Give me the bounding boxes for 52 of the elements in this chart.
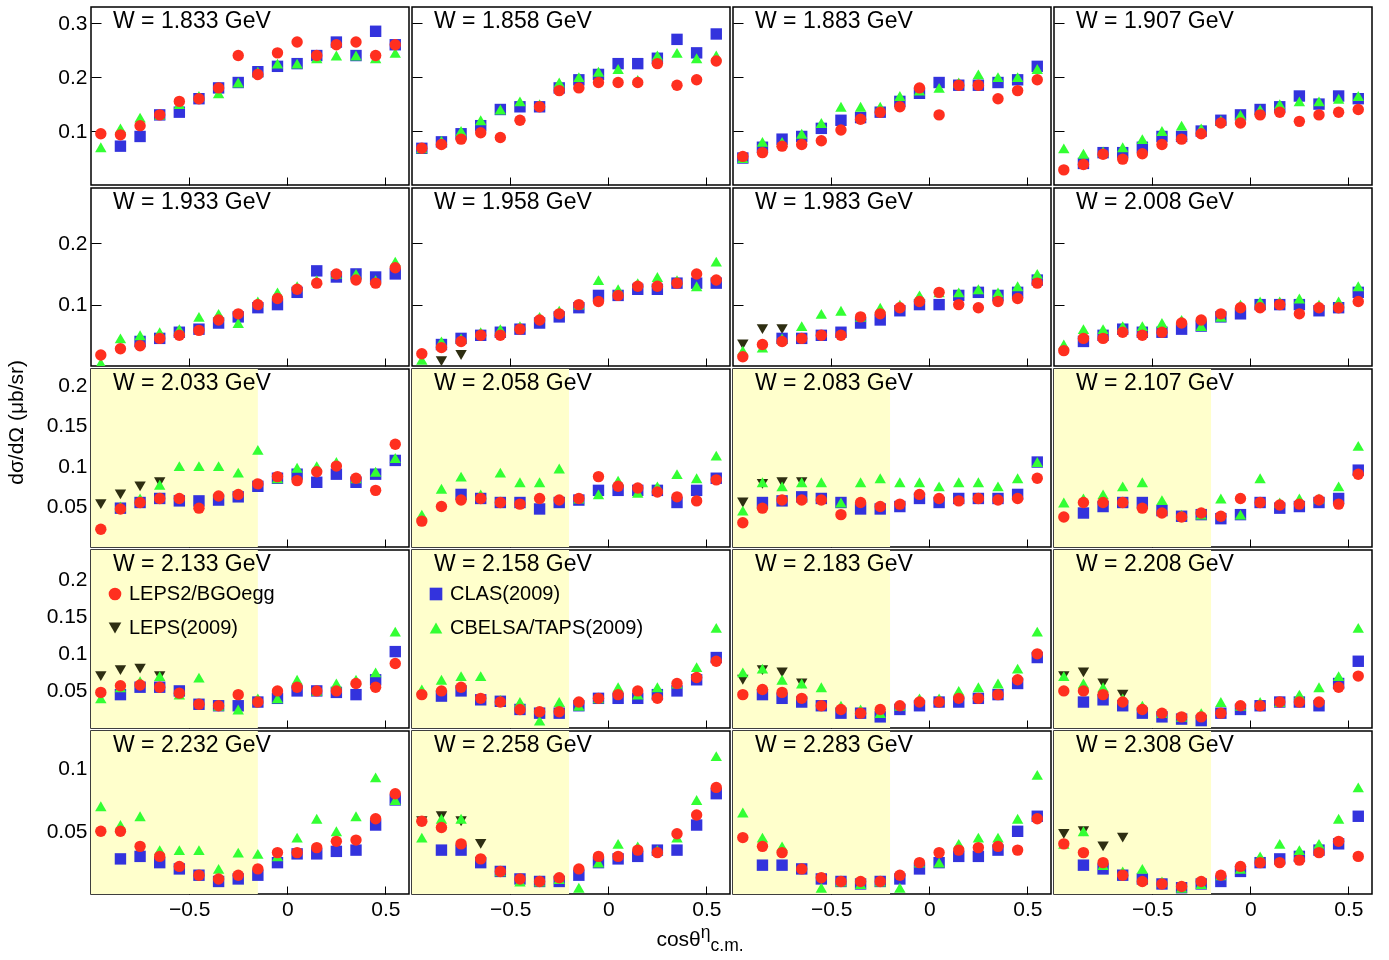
chart-title: W = 1.983 GeV xyxy=(755,188,914,214)
y-tick-label: 0.15 xyxy=(46,604,88,628)
chart-title: W = 2.232 GeV xyxy=(113,731,272,757)
x-tick-label: 0.5 xyxy=(371,896,401,920)
x-tick-label: 0.5 xyxy=(1013,896,1043,920)
chart-title: W = 2.308 GeV xyxy=(1076,731,1235,757)
chart-title: W = 1.883 GeV xyxy=(755,7,914,33)
x-tick-label: −0.5 xyxy=(810,896,853,920)
y-tick-label: 0.1 xyxy=(58,756,88,780)
y-tick-label: 0.2 xyxy=(58,372,88,396)
y-tick-label: 0.2 xyxy=(58,64,88,88)
y-tick-label: 0.3 xyxy=(58,10,88,34)
chart-title: W = 1.907 GeV xyxy=(1076,7,1235,33)
legend-label: CBELSA/TAPS(2009) xyxy=(450,616,644,638)
chart-title: W = 1.858 GeV xyxy=(434,7,593,33)
chart-title: W = 2.058 GeV xyxy=(434,369,593,395)
y-tick-label: 0.1 xyxy=(58,118,88,142)
x-tick-label: 0 xyxy=(923,896,936,920)
chart-title: W = 2.158 GeV xyxy=(434,550,593,576)
x-tick-label: 0.5 xyxy=(1334,896,1364,920)
x-tick-label: 0.5 xyxy=(692,896,722,920)
chart-title: W = 2.033 GeV xyxy=(113,369,272,395)
y-tick-label: 0.05 xyxy=(46,678,88,702)
y-tick-label: 0.15 xyxy=(46,413,88,437)
y-tick-label: 0.2 xyxy=(58,567,88,591)
chart-title: W = 2.008 GeV xyxy=(1076,188,1235,214)
x-tick-label: −0.5 xyxy=(489,896,532,920)
x-tick-label: 0 xyxy=(1244,896,1257,920)
chart-title: W = 1.933 GeV xyxy=(113,188,272,214)
chart-title: W = 2.208 GeV xyxy=(1076,550,1235,576)
x-tick-label: −0.5 xyxy=(168,896,211,920)
y-tick-label: 0.1 xyxy=(58,453,88,477)
chart-title: W = 2.183 GeV xyxy=(755,550,914,576)
chart-title: W = 2.283 GeV xyxy=(755,731,914,757)
chart-title: W = 1.958 GeV xyxy=(434,188,593,214)
chart-title: W = 1.833 GeV xyxy=(113,7,272,33)
x-tick-label: −0.5 xyxy=(1131,896,1174,920)
x-tick-label: 0 xyxy=(281,896,294,920)
y-tick-label: 0.2 xyxy=(58,230,88,254)
chart-title: W = 2.133 GeV xyxy=(113,550,272,576)
legend-label: CLAS(2009) xyxy=(450,582,561,604)
y-tick-label: 0.1 xyxy=(58,641,88,665)
y-axis-title: dσ/dΩ (μb/sr) xyxy=(4,360,28,485)
y-tick-label: 0.1 xyxy=(58,292,88,316)
legend-label: LEPS2/BGOegg xyxy=(129,582,275,604)
chart-title: W = 2.258 GeV xyxy=(434,731,593,757)
chart-title: W = 2.083 GeV xyxy=(755,369,914,395)
chart-title: W = 2.107 GeV xyxy=(1076,369,1235,395)
y-tick-label: 0.05 xyxy=(46,818,88,842)
legend-label: LEPS(2009) xyxy=(129,616,238,638)
y-tick-label: 0.05 xyxy=(46,494,88,518)
x-tick-label: 0 xyxy=(602,896,615,920)
